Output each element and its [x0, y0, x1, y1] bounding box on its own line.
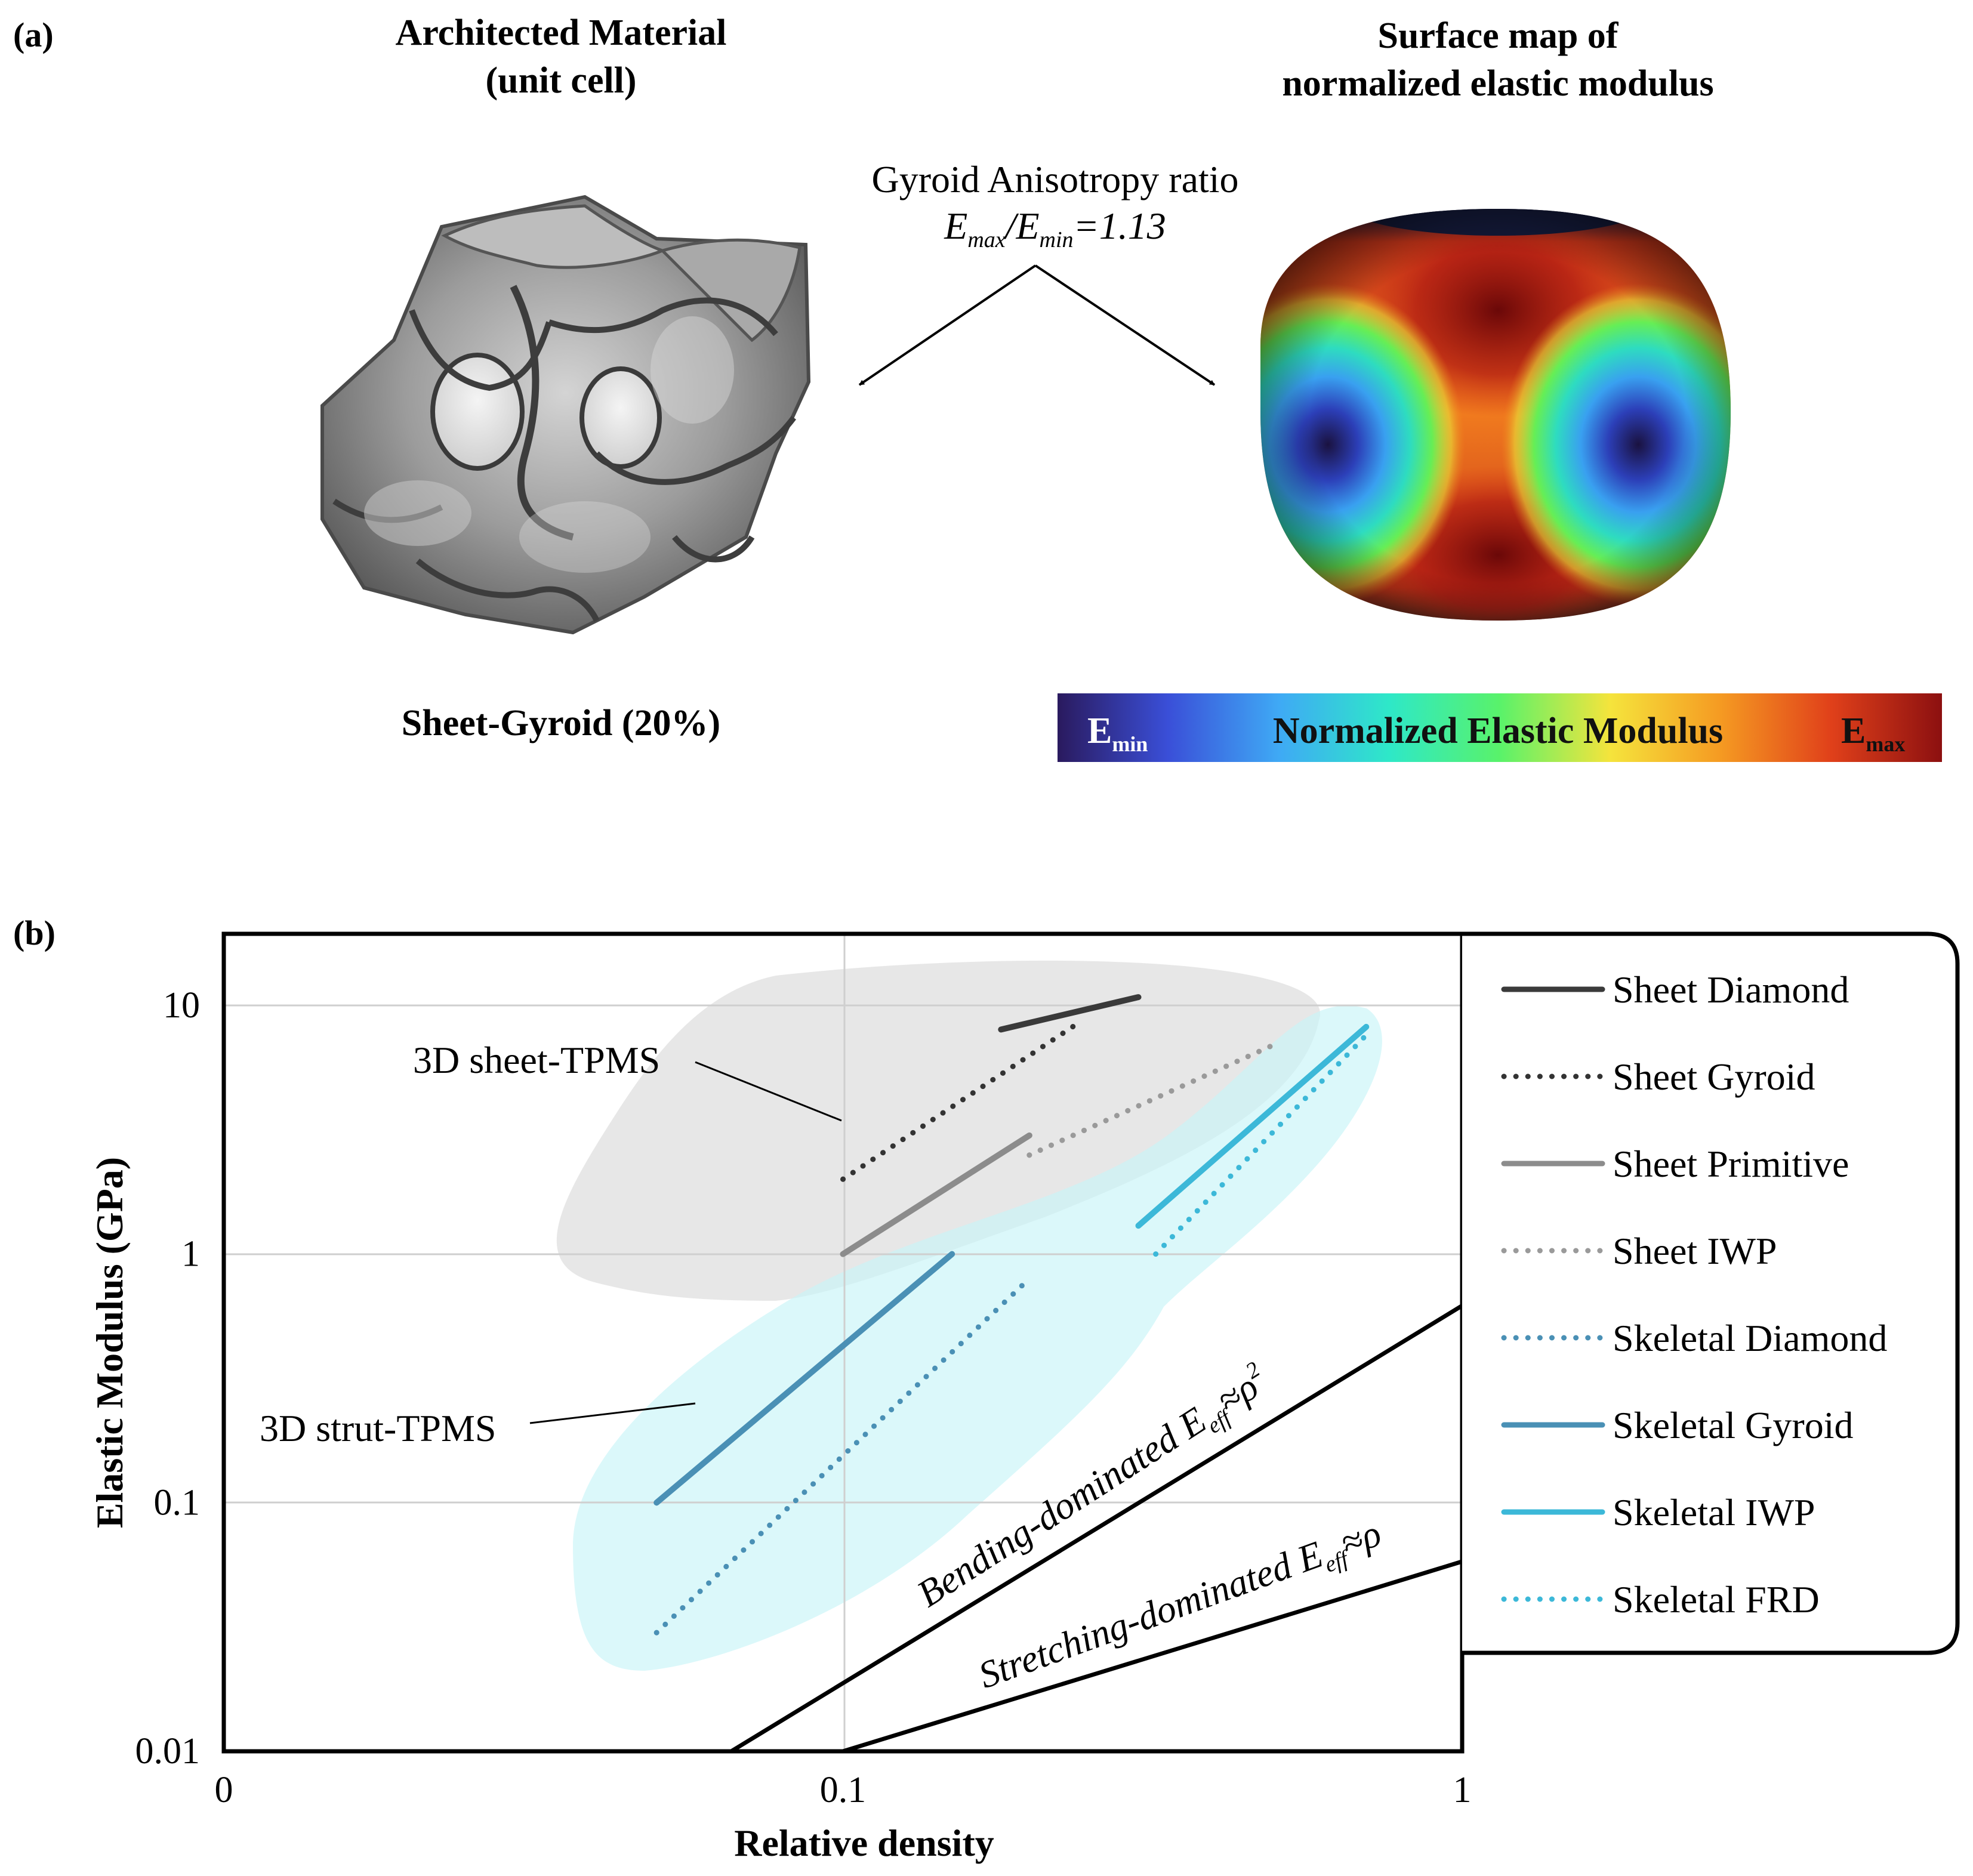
unit-cell-caption: Sheet-Gyroid (20%)	[402, 703, 720, 743]
reference-line-stretching-dominated	[842, 1559, 1462, 1751]
arrow-to-surface-map	[1034, 264, 1216, 386]
legend-item-skeletal-diamond: Skeletal Diamond	[1501, 1317, 1887, 1359]
y-tick-label: 0.1	[154, 1482, 201, 1523]
colorbar-title: Normalized Elastic Modulus	[1273, 711, 1723, 751]
gyroid-pore-2	[579, 366, 662, 469]
panel-a-label: (a)	[13, 16, 54, 54]
right-title-line1: Surface map of	[1378, 16, 1619, 56]
legend: Sheet Diamond Sheet Gyroid Sheet Primitive…	[1501, 968, 1887, 1621]
legend-item-sheet-diamond: Sheet Diamond	[1501, 968, 1849, 1011]
legend-item-skeletal-iwp: Skeletal IWP	[1501, 1491, 1815, 1533]
panel-b-label: (b)	[13, 914, 56, 952]
x-axis-title: Relative density	[734, 1822, 994, 1864]
series-skeletal-iwp	[1135, 1023, 1370, 1229]
legend-item-sheet-primitive: Sheet Primitive	[1501, 1143, 1849, 1185]
reference-line-bending-dominated	[730, 1304, 1462, 1751]
series-sheet-primitive	[840, 1132, 1032, 1257]
x-tick-label: 1	[1453, 1770, 1472, 1810]
anisotropy-ratio: Emax/Emin=1.13	[944, 205, 1166, 252]
legend-label: Sheet Gyroid	[1613, 1056, 1815, 1098]
strut-tpms-leader	[529, 1402, 696, 1424]
legend-box	[1462, 931, 1960, 1655]
y-axis-title: Elastic Modulus (GPa)	[88, 1157, 131, 1528]
legend-label: Skeletal Diamond	[1613, 1317, 1887, 1359]
legend-label: Sheet Primitive	[1613, 1143, 1849, 1185]
series-skeletal-gyroid	[653, 1251, 955, 1506]
anisotropy-title: Gyroid Anisotropy ratio	[871, 158, 1238, 200]
left-title-line2: (unit cell)	[485, 60, 636, 101]
x-tick-label: 0	[215, 1770, 233, 1810]
series-sheet-gyroid	[840, 1020, 1081, 1182]
colorbar-min-label: Emin	[1087, 711, 1148, 756]
y-tick-label: 10	[163, 985, 200, 1026]
left-title-line1: Architected Material	[396, 13, 727, 53]
colorbar-max-label: Emax	[1841, 711, 1905, 756]
y-tick-label: 0.01	[135, 1731, 201, 1772]
gyroid-unit-cell-image	[320, 195, 811, 635]
legend-label: Sheet Diamond	[1613, 968, 1849, 1011]
series-layer	[653, 994, 1370, 1636]
series-sheet-diamond	[998, 994, 1142, 1033]
legend-item-skeletal-frd: Skeletal FRD	[1501, 1578, 1820, 1621]
tick-labels: 0 0.1 1 0.01 0.1 1 10	[135, 985, 1472, 1810]
legend-item-sheet-gyroid: Sheet Gyroid	[1501, 1056, 1815, 1098]
reference-lines	[730, 1304, 1462, 1751]
sheet-tpms-leader	[695, 1061, 842, 1122]
surface-map-sphere	[1260, 209, 1731, 621]
x-tick-label: 0.1	[820, 1770, 867, 1810]
legend-item-sheet-iwp: Sheet IWP	[1501, 1230, 1777, 1272]
arrow-to-unit-cell	[858, 264, 1037, 386]
legend-label: Skeletal Gyroid	[1613, 1404, 1853, 1446]
gyroid-pore-1	[430, 353, 525, 471]
sheet-tpms-label: 3D sheet-TPMS	[413, 1039, 660, 1081]
legend-label: Skeletal IWP	[1613, 1491, 1815, 1533]
colorbar	[1058, 693, 1942, 762]
series-sheet-iwp	[1026, 1041, 1279, 1158]
region-strut-tpms	[573, 1005, 1382, 1671]
series-skeletal-diamond	[653, 1282, 1025, 1636]
right-title-line2: normalized elastic modulus	[1282, 63, 1713, 104]
strut-tpms-label: 3D strut-TPMS	[260, 1407, 497, 1449]
series-skeletal-frd	[1153, 1032, 1369, 1257]
legend-item-skeletal-gyroid: Skeletal Gyroid	[1501, 1404, 1853, 1446]
region-sheet-tpms	[556, 960, 1321, 1301]
y-tick-label: 1	[181, 1234, 200, 1275]
legend-label: Skeletal FRD	[1613, 1578, 1820, 1621]
legend-label: Sheet IWP	[1613, 1230, 1777, 1272]
